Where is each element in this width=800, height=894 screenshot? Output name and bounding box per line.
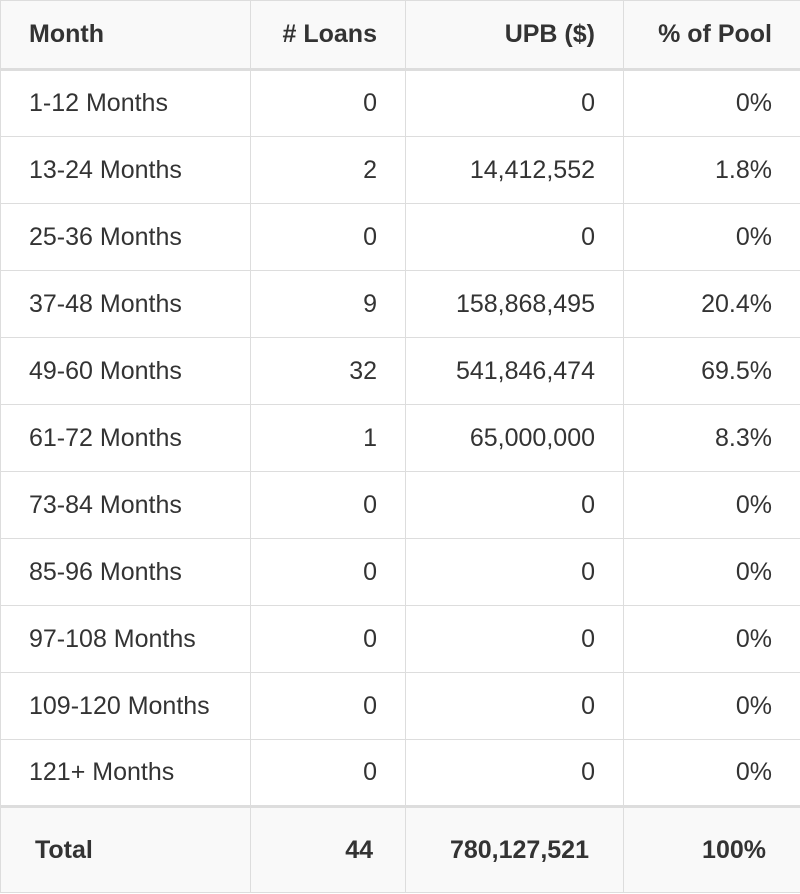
row-upb: 14,412,552 [405, 136, 624, 204]
row-upb: 0 [405, 672, 624, 740]
row-upb: 0 [405, 69, 624, 137]
header-row: Month # Loans UPB ($) % of Pool [0, 0, 800, 71]
row-loans: 9 [250, 270, 406, 338]
table-row: 97-108 Months 0 0 0% [0, 605, 800, 673]
total-label: Total [0, 805, 251, 893]
row-month: 37-48 Months [0, 270, 251, 338]
row-pool-pct: 0% [623, 605, 800, 673]
table-row: 13-24 Months 2 14,412,552 1.8% [0, 136, 800, 204]
row-pool-pct: 0% [623, 538, 800, 606]
row-month: 121+ Months [0, 739, 251, 807]
row-month: 73-84 Months [0, 471, 251, 539]
row-upb: 0 [405, 538, 624, 606]
table-row: 1-12 Months 0 0 0% [0, 69, 800, 137]
table-body: 1-12 Months 0 0 0% 13-24 Months 2 14,412,552 1.… [0, 69, 800, 807]
row-upb: 0 [405, 605, 624, 673]
row-upb: 0 [405, 739, 624, 807]
row-loans: 0 [250, 203, 406, 271]
total-upb: 780,127,521 [405, 805, 624, 893]
row-loans: 2 [250, 136, 406, 204]
row-loans: 0 [250, 605, 406, 673]
row-loans: 0 [250, 69, 406, 137]
header-pool-pct: % of Pool [623, 0, 800, 71]
row-month: 49-60 Months [0, 337, 251, 405]
header-month: Month [0, 0, 251, 71]
row-pool-pct: 20.4% [623, 270, 800, 338]
table-row: 25-36 Months 0 0 0% [0, 203, 800, 271]
table-row: 121+ Months 0 0 0% [0, 739, 800, 807]
row-pool-pct: 69.5% [623, 337, 800, 405]
row-month: 85-96 Months [0, 538, 251, 606]
row-pool-pct: 8.3% [623, 404, 800, 472]
row-month: 97-108 Months [0, 605, 251, 673]
row-loans: 32 [250, 337, 406, 405]
row-upb: 0 [405, 203, 624, 271]
row-pool-pct: 1.8% [623, 136, 800, 204]
row-loans: 0 [250, 739, 406, 807]
row-loans: 1 [250, 404, 406, 472]
row-pool-pct: 0% [623, 672, 800, 740]
row-loans: 0 [250, 538, 406, 606]
row-upb: 0 [405, 471, 624, 539]
row-upb: 65,000,000 [405, 404, 624, 472]
table-row: 61-72 Months 1 65,000,000 8.3% [0, 404, 800, 472]
table-row: 109-120 Months 0 0 0% [0, 672, 800, 740]
row-month: 109-120 Months [0, 672, 251, 740]
row-loans: 0 [250, 672, 406, 740]
table-row: 37-48 Months 9 158,868,495 20.4% [0, 270, 800, 338]
row-loans: 0 [250, 471, 406, 539]
row-month: 13-24 Months [0, 136, 251, 204]
row-month: 61-72 Months [0, 404, 251, 472]
total-loans: 44 [250, 805, 406, 893]
row-pool-pct: 0% [623, 739, 800, 807]
row-month: 25-36 Months [0, 203, 251, 271]
table-row: 85-96 Months 0 0 0% [0, 538, 800, 606]
table-footer: Total 44 780,127,521 100% [0, 805, 800, 893]
row-month: 1-12 Months [0, 69, 251, 137]
table-header: Month # Loans UPB ($) % of Pool [0, 0, 800, 71]
row-pool-pct: 0% [623, 203, 800, 271]
total-pool-pct: 100% [623, 805, 800, 893]
row-upb: 541,846,474 [405, 337, 624, 405]
total-row: Total 44 780,127,521 100% [0, 805, 800, 893]
header-upb: UPB ($) [405, 0, 624, 71]
table-row: 73-84 Months 0 0 0% [0, 471, 800, 539]
table-row: 49-60 Months 32 541,846,474 69.5% [0, 337, 800, 405]
header-loans: # Loans [250, 0, 406, 71]
row-pool-pct: 0% [623, 69, 800, 137]
row-pool-pct: 0% [623, 471, 800, 539]
row-upb: 158,868,495 [405, 270, 624, 338]
